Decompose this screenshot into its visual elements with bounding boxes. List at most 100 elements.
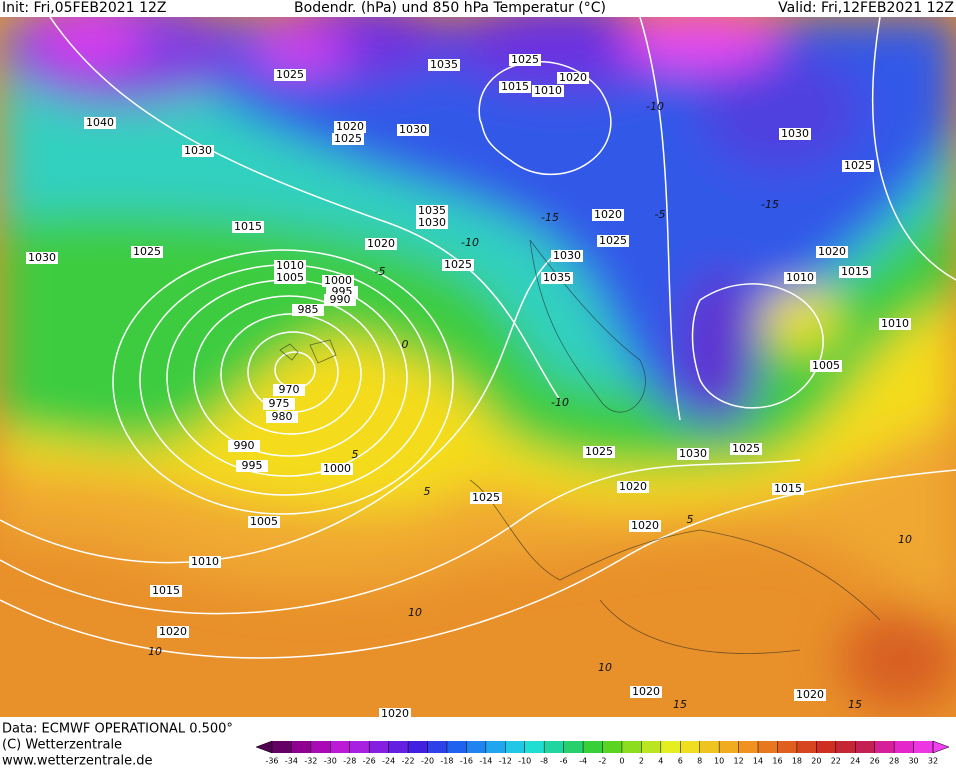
isobar-label-box — [84, 117, 116, 129]
colorbar-segment — [680, 741, 701, 753]
temperature-label: -15 — [761, 198, 779, 211]
isobar-label-box — [248, 516, 280, 528]
colorbar-tick-label: -4 — [579, 757, 587, 766]
isobar-label-box — [379, 708, 411, 720]
isobar-label: 1005 — [250, 515, 278, 528]
isobar-label-box — [324, 294, 356, 306]
temperature-label: -10 — [646, 100, 664, 113]
colorbar-tick-label: 18 — [792, 757, 802, 766]
colorbar-segment — [699, 741, 720, 753]
isobar-label: 1010 — [786, 271, 814, 284]
colorbar-segment — [272, 741, 292, 753]
isobar-label: 1025 — [599, 234, 627, 247]
isobar-label: 1025 — [444, 258, 472, 271]
temperature-label: 10 — [148, 645, 162, 658]
colorbar-segment — [388, 741, 409, 753]
isobar-label: 1030 — [781, 127, 809, 140]
colorbar-segment — [660, 741, 681, 753]
colorbar-segment — [835, 741, 856, 753]
colorbar-segment — [349, 741, 370, 753]
colorbar-tick-label: 10 — [714, 757, 724, 766]
colorbar-segment — [408, 741, 429, 753]
colorbar-tick-label: -16 — [460, 757, 473, 766]
isobar-label-box — [157, 626, 189, 638]
isobar-label: 1025 — [472, 491, 500, 504]
temperature-label: 5 — [687, 513, 694, 526]
colorbar-tick-label: -18 — [440, 757, 453, 766]
isobar-label: 1025 — [585, 445, 613, 458]
coastlines — [279, 239, 881, 654]
colorbar-tick-label: 32 — [928, 757, 938, 766]
temperature-label: 15 — [848, 698, 862, 711]
isobar-label: 1020 — [559, 71, 587, 84]
colorbar-segment — [796, 741, 817, 753]
colorbar-tick-label: -22 — [402, 757, 415, 766]
isobar-label: 1020 — [159, 625, 187, 638]
isobar-label: 980 — [272, 410, 293, 423]
isobar-label-box — [509, 54, 541, 66]
isobar-label-box — [592, 209, 624, 221]
colorbar-tick-label: -30 — [324, 757, 337, 766]
init-time: Init: Fri,05FEB2021 12Z — [2, 0, 166, 16]
colorbar-segment — [427, 741, 448, 753]
isobar-label-box — [274, 69, 306, 81]
isobar-label-box — [189, 556, 221, 568]
isobar-label-box — [730, 443, 762, 455]
isobar-label-box — [26, 252, 58, 264]
isobar-label-box — [772, 483, 804, 495]
isobar-label: 1005 — [276, 271, 304, 284]
colorbar-segment — [738, 741, 759, 753]
colorbar-segment — [485, 741, 506, 753]
isobar-label-box — [365, 238, 397, 250]
isobar-label-box — [397, 124, 429, 136]
colorbar-segment — [758, 741, 778, 753]
colorbar-segment — [913, 741, 934, 753]
colorbar-tick-label: 22 — [831, 757, 841, 766]
isobar-label: 1000 — [324, 274, 352, 287]
isobar-label: 1020 — [818, 245, 846, 258]
colorbar-tick-label: -28 — [343, 757, 356, 766]
isobar-label: 1000 — [323, 462, 351, 475]
isobar-label: 1020 — [594, 208, 622, 221]
isobar-label: 995 — [242, 459, 263, 472]
temperature-label: 5 — [424, 485, 431, 498]
isobar-label: 1020 — [632, 685, 660, 698]
colorbar-segment — [524, 741, 545, 753]
isobar-label-box — [816, 246, 848, 258]
colorbar-segment — [310, 741, 331, 753]
isobar-label-box — [470, 492, 502, 504]
isobar-label-box — [322, 275, 354, 287]
colorbar-segment — [466, 741, 487, 753]
data-source: Data: ECMWF OPERATIONAL 0.500° — [2, 722, 233, 737]
isobar-label-box — [236, 460, 268, 472]
colorbar-tick-label: 24 — [850, 757, 860, 766]
isobar-label: 1030 — [418, 216, 446, 229]
isobar-label: 1025 — [844, 159, 872, 172]
isobar-label-box — [274, 272, 306, 284]
temperature-label: 5 — [352, 448, 359, 461]
colorbar-tick-label: -2 — [599, 757, 607, 766]
isobar-label-box — [532, 85, 564, 97]
isobar-label-box — [332, 133, 364, 145]
isobar-label-box — [416, 217, 448, 229]
isobar-label-box — [617, 481, 649, 493]
isobar-label: 1020 — [336, 120, 364, 133]
valid-time: Valid: Fri,12FEB2021 12Z — [778, 0, 954, 16]
colorbar-segment — [291, 741, 312, 753]
colorbar-segment — [816, 741, 837, 753]
isobar-label-box — [784, 272, 816, 284]
isobar-label: 1025 — [511, 53, 539, 66]
isobar-label-box — [266, 411, 298, 423]
colorbar-tick-label: -14 — [479, 757, 492, 766]
colorbar-tick-label: 26 — [870, 757, 880, 766]
colorbar-tick-label: 6 — [678, 757, 683, 766]
isobar-label-box — [879, 318, 911, 330]
isobar-label-box — [810, 360, 842, 372]
colorbar-tick-label: 28 — [889, 757, 899, 766]
isobar-label: 1025 — [276, 68, 304, 81]
colorbar-segment — [641, 741, 662, 753]
colorbar-segment — [563, 741, 584, 753]
colorbar-tick-label: 14 — [753, 757, 763, 766]
colorbar-tick-label: -26 — [363, 757, 376, 766]
website: www.wetterzentrale.de — [2, 754, 152, 769]
